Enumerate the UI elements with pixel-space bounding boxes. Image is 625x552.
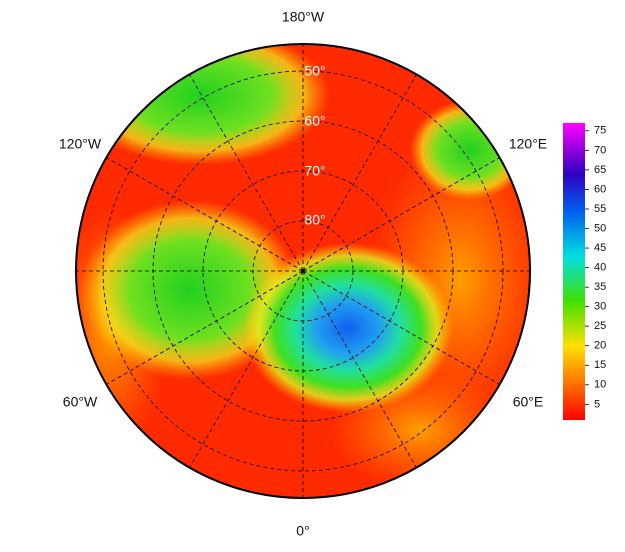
meridian xyxy=(189,74,304,272)
map-border xyxy=(75,43,531,499)
lat-label: 50° xyxy=(304,63,325,79)
colorbar-label: 75 xyxy=(594,125,606,137)
colorbar-label: 50 xyxy=(594,222,606,234)
lon-label: 60°E xyxy=(513,394,544,410)
lon-label: 60°W xyxy=(63,394,98,410)
colorbar-label: 25 xyxy=(594,320,606,332)
meridian xyxy=(189,270,304,468)
lat-label: 70° xyxy=(304,163,325,179)
colorbar-label: 60 xyxy=(594,183,606,195)
colorbar xyxy=(563,123,585,420)
meridian xyxy=(302,157,500,272)
heatmap xyxy=(76,44,530,498)
colorbar-label: 65 xyxy=(594,164,606,176)
colorbar-label: 5 xyxy=(594,398,600,410)
lat-label: 80° xyxy=(304,212,325,228)
meridian xyxy=(106,157,304,272)
colorbar-label: 10 xyxy=(594,379,606,391)
lon-label: 120°W xyxy=(59,136,102,152)
colorbar-label: 55 xyxy=(594,203,606,215)
lat-label: 60° xyxy=(304,113,325,129)
colorbar-label: 30 xyxy=(594,301,606,313)
graticule xyxy=(76,44,530,498)
lon-label: 180°W xyxy=(282,9,325,25)
colorbar-label: 20 xyxy=(594,340,606,352)
meridian xyxy=(302,74,417,272)
meridian xyxy=(302,270,417,468)
lon-label: 120°E xyxy=(509,136,547,152)
colorbar-label: 40 xyxy=(594,261,606,273)
colorbar-label: 45 xyxy=(594,242,606,254)
meridian xyxy=(302,270,500,385)
lon-label: 0° xyxy=(296,523,309,539)
colorbar-label: 15 xyxy=(594,359,606,371)
colorbar-label: 70 xyxy=(594,144,606,156)
meridian xyxy=(106,270,304,385)
colorbar-label: 35 xyxy=(594,281,606,293)
